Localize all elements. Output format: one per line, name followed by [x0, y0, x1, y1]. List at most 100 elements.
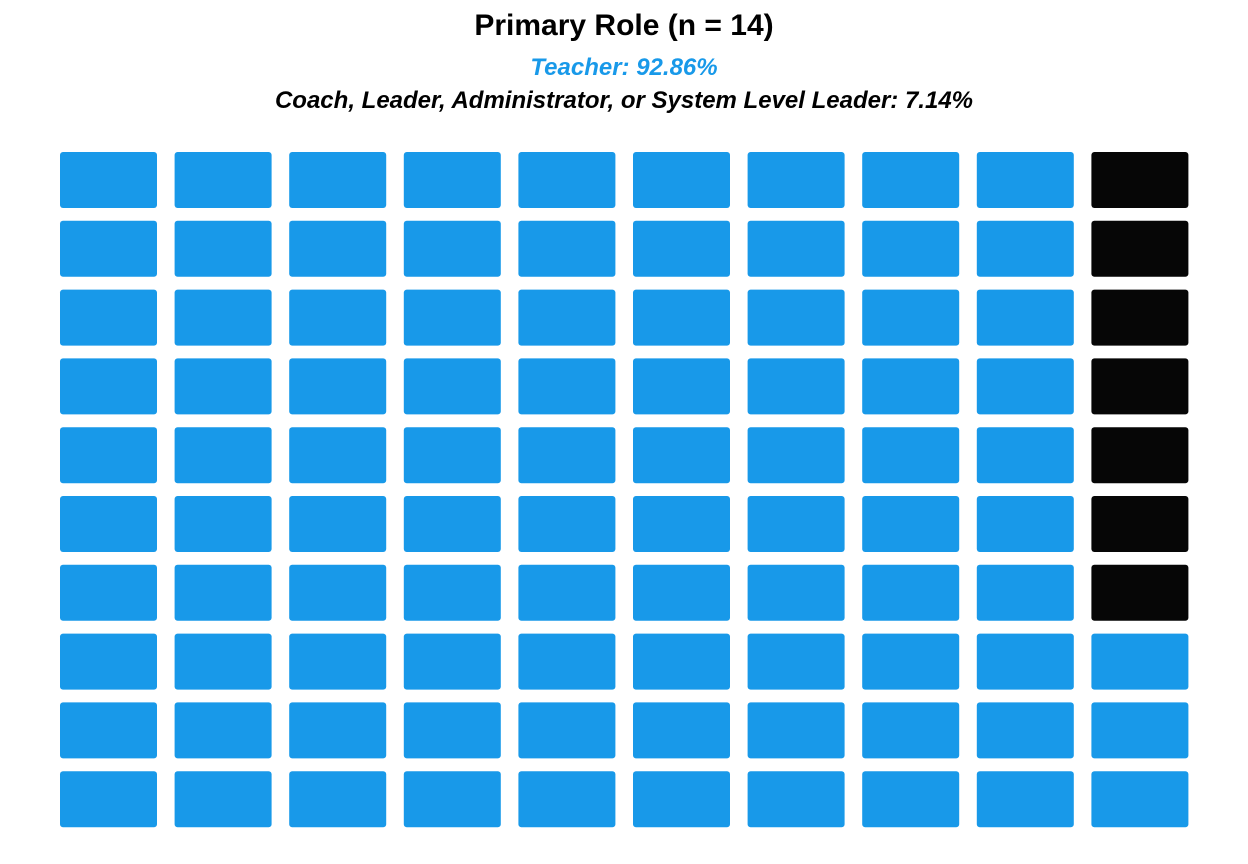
- waffle-cell-teacher: [174, 633, 272, 690]
- waffle-cell-teacher: [1091, 633, 1189, 690]
- waffle-cell-leader: [1091, 358, 1189, 415]
- waffle-cell-teacher: [862, 564, 960, 621]
- waffle-cell-teacher: [633, 427, 730, 484]
- waffle-cell-teacher: [518, 564, 616, 621]
- waffle-cell-teacher: [633, 496, 730, 552]
- waffle-cell-teacher: [633, 358, 730, 415]
- waffle-cell-teacher: [518, 771, 616, 828]
- waffle-cell-teacher: [60, 220, 157, 277]
- waffle-cell-teacher: [747, 427, 845, 484]
- waffle-cell-teacher: [747, 358, 845, 415]
- waffle-cell-teacher: [976, 427, 1074, 484]
- waffle-cell-teacher: [518, 496, 616, 552]
- waffle-cell-teacher: [747, 289, 845, 346]
- waffle-cell-teacher: [60, 427, 157, 484]
- waffle-cell-teacher: [747, 771, 845, 828]
- waffle-cell-leader: [1091, 427, 1189, 484]
- waffle-cell-teacher: [403, 427, 501, 484]
- waffle-cell-teacher: [1091, 702, 1189, 759]
- waffle-cell-teacher: [403, 496, 501, 552]
- waffle-cell-teacher: [1091, 771, 1189, 828]
- waffle-cell-teacher: [976, 564, 1074, 621]
- waffle-cell-teacher: [633, 152, 730, 208]
- waffle-cell-teacher: [862, 633, 960, 690]
- waffle-cell-teacher: [60, 358, 157, 415]
- waffle-cell-teacher: [60, 702, 157, 759]
- waffle-cell-teacher: [289, 152, 387, 208]
- waffle-cell-teacher: [174, 771, 272, 828]
- waffle-cell-teacher: [289, 771, 387, 828]
- waffle-cell-leader: [1091, 152, 1189, 208]
- waffle-cell-teacher: [518, 220, 616, 277]
- waffle-cell-leader: [1091, 564, 1189, 621]
- waffle-cell-teacher: [862, 702, 960, 759]
- waffle-cell-teacher: [403, 358, 501, 415]
- waffle-cell-leader: [1091, 220, 1189, 277]
- waffle-cell-teacher: [60, 496, 157, 552]
- waffle-cell-teacher: [60, 152, 157, 208]
- waffle-cell-teacher: [174, 702, 272, 759]
- waffle-cell-teacher: [403, 220, 501, 277]
- waffle-cell-teacher: [289, 427, 387, 484]
- waffle-cell-teacher: [403, 152, 501, 208]
- waffle-cell-teacher: [747, 496, 845, 552]
- waffle-cell-teacher: [747, 702, 845, 759]
- waffle-cell-teacher: [60, 771, 157, 828]
- waffle-cell-teacher: [976, 702, 1074, 759]
- waffle-cell-teacher: [403, 564, 501, 621]
- subtitle-leader: Coach, Leader, Administrator, or System …: [274, 87, 974, 114]
- waffle-cell-teacher: [289, 358, 387, 415]
- waffle-cell-teacher: [633, 220, 730, 277]
- waffle-cell-teacher: [289, 564, 387, 621]
- waffle-cell-teacher: [747, 633, 845, 690]
- waffle-cell-teacher: [862, 358, 960, 415]
- waffle-cell-teacher: [174, 152, 272, 208]
- waffle-cell-teacher: [60, 564, 157, 621]
- waffle-cell-teacher: [403, 702, 501, 759]
- waffle-cell-teacher: [862, 152, 960, 208]
- waffle-cell-teacher: [633, 564, 730, 621]
- waffle-cell-teacher: [862, 771, 960, 828]
- waffle-cell-teacher: [862, 289, 960, 346]
- waffle-cell-teacher: [60, 633, 157, 690]
- waffle-cell-teacher: [289, 289, 387, 346]
- waffle-cell-teacher: [518, 633, 616, 690]
- waffle-cell-teacher: [633, 633, 730, 690]
- waffle-cell-teacher: [174, 220, 272, 277]
- waffle-cell-teacher: [289, 702, 387, 759]
- waffle-cell-teacher: [633, 771, 730, 828]
- waffle-cell-teacher: [174, 427, 272, 484]
- waffle-cell-leader: [1091, 289, 1189, 346]
- chart-title: Primary Role (n = 14): [474, 9, 774, 42]
- waffle-cell-teacher: [289, 633, 387, 690]
- waffle-cell-teacher: [976, 152, 1074, 208]
- waffle-cell-teacher: [976, 289, 1074, 346]
- waffle-cell-teacher: [518, 702, 616, 759]
- waffle-cell-teacher: [976, 496, 1074, 552]
- waffle-cell-leader: [1091, 496, 1189, 552]
- waffle-cell-teacher: [174, 564, 272, 621]
- waffle-cell-teacher: [174, 496, 272, 552]
- waffle-cell-teacher: [174, 358, 272, 415]
- waffle-cell-teacher: [633, 702, 730, 759]
- waffle-cell-teacher: [518, 358, 616, 415]
- waffle-cell-teacher: [518, 427, 616, 484]
- waffle-cell-teacher: [289, 220, 387, 277]
- waffle-cell-teacher: [60, 289, 157, 346]
- waffle-cell-teacher: [976, 633, 1074, 690]
- waffle-cell-teacher: [976, 220, 1074, 277]
- waffle-cell-teacher: [976, 771, 1074, 828]
- waffle-cell-teacher: [747, 564, 845, 621]
- waffle-cell-teacher: [747, 152, 845, 208]
- waffle-cell-teacher: [633, 289, 730, 346]
- waffle-cell-teacher: [403, 289, 501, 346]
- waffle-cell-teacher: [862, 427, 960, 484]
- waffle-cell-teacher: [289, 496, 387, 552]
- subtitle-teacher: Teacher: 92.86%: [530, 54, 718, 81]
- waffle-cell-teacher: [403, 771, 501, 828]
- waffle-cell-teacher: [403, 633, 501, 690]
- waffle-cell-teacher: [747, 220, 845, 277]
- waffle-cell-teacher: [174, 289, 272, 346]
- waffle-cell-teacher: [976, 358, 1074, 415]
